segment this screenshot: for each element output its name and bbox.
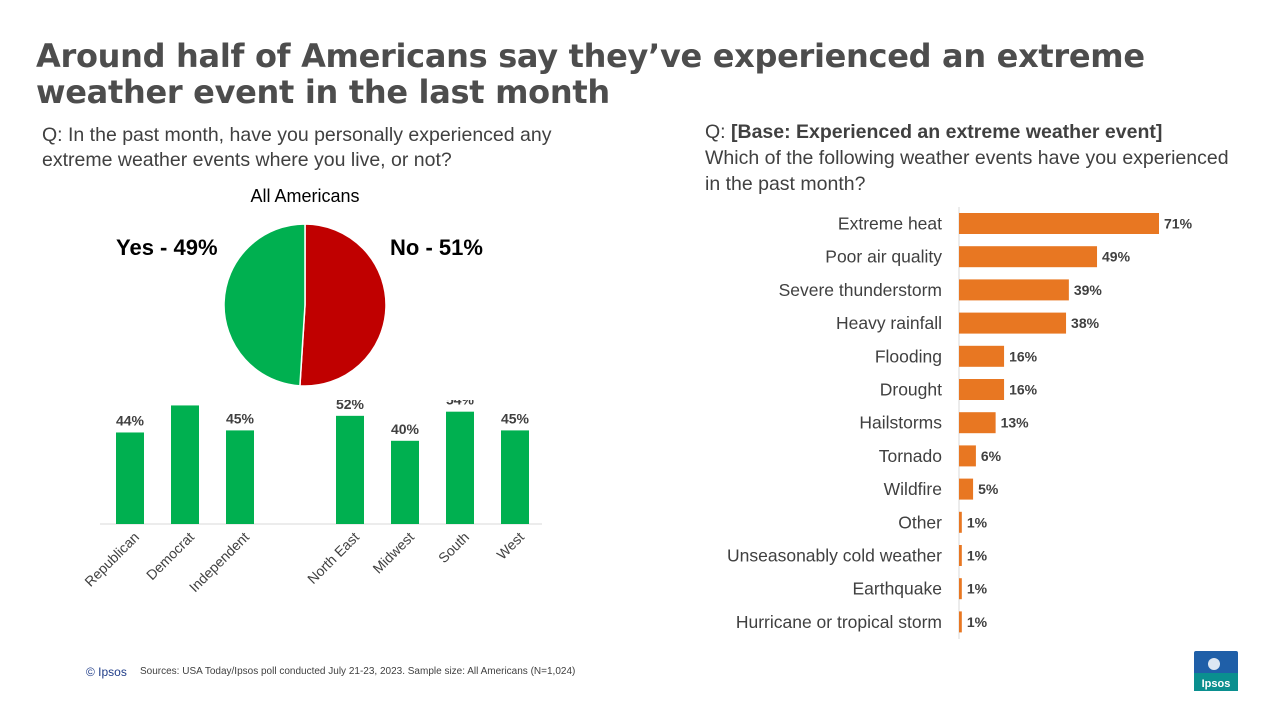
logo-text: Ipsos [1202,678,1231,690]
ipsos-logo: Ipsos [1194,651,1238,691]
segment-value-label: 45% [226,410,255,426]
segment-category-label: West [493,529,527,563]
right-question: Q: [Base: Experienced an extreme weather… [705,119,1245,197]
segment-bar-north-east [336,415,364,524]
event-value-label: 1% [967,514,988,530]
event-category-label: Hurricane or tropical storm [736,612,942,632]
sources-note: Sources: USA Today/Ipsos poll conducted … [140,666,576,677]
event-category-label: Unseasonably cold weather [727,546,942,566]
event-category-label: Tornado [879,446,942,466]
segment-value-label: 40% [391,421,420,437]
pie-label-no: No - 51% [390,235,483,260]
segment-bar-midwest [391,440,419,524]
event-value-label: 13% [1001,415,1030,431]
segment-value-label: 44% [116,412,145,428]
segment-value-label: 45% [501,410,530,426]
event-category-label: Severe thunderstorm [779,280,942,300]
left-question: Q: In the past month, have you personall… [42,124,552,171]
segment-value-label: 54% [446,400,475,408]
event-bar-poor-air-quality [959,246,1098,268]
segment-category-label: Independent [186,529,252,595]
event-value-label: 39% [1074,282,1103,298]
event-value-label: 71% [1164,216,1193,232]
pie-slice-yes [223,223,306,387]
pie-label-yes: Yes - 49% [116,235,218,260]
segment-bar-chart: 44% Republican 57% Democrat 45% Independent 52… [81,400,542,595]
slide-title: Around half of Americans say they’ve exp… [36,37,1145,111]
event-value-label: 16% [1009,348,1038,364]
event-bar-earthquake [959,578,962,600]
segment-value-label: 57% [171,400,200,401]
event-bar-wildfire [959,478,974,500]
segment-category-label: Republican [81,529,142,590]
segment-bar-south [446,411,474,524]
event-category-label: Extreme heat [838,214,942,234]
event-bar-flooding [959,345,1005,367]
event-category-label: Flooding [875,346,942,366]
segment-category-label: Midwest [369,529,417,577]
event-category-label: Drought [880,380,942,400]
event-bar-hailstorms [959,412,996,434]
segment-category-label: North East [304,529,362,587]
event-bar-other [959,511,962,533]
segment-bar-west [501,430,529,524]
pie-slice-no [299,223,387,387]
event-category-label: Poor air quality [825,247,942,267]
event-value-label: 1% [967,548,988,564]
event-bar-extreme-heat [959,213,1159,234]
right-question-base: [Base: Experienced an extreme weather ev… [731,121,1163,143]
event-category-label: Wildfire [884,479,942,499]
event-bar-drought [959,379,1005,400]
event-value-label: 49% [1102,249,1131,265]
event-value-label: 38% [1071,315,1100,331]
event-value-label: 16% [1009,382,1038,398]
segment-bar-independent [226,430,254,524]
segment-bar-democrat [171,405,199,524]
event-bar-heavy-rainfall [959,312,1067,334]
yes-no-pie-chart [223,223,387,387]
segment-bar-republican [116,432,144,524]
event-bar-tornado [959,445,976,467]
logo-band [1194,673,1238,691]
event-value-label: 5% [978,481,999,497]
right-question-text: Which of the following weather events ha… [705,147,1229,195]
segment-category-label: Democrat [143,529,197,583]
logo-mark [1208,658,1220,670]
event-category-label: Earthquake [852,579,942,599]
event-value-label: 6% [981,448,1002,464]
event-category-label: Other [898,512,942,532]
event-category-label: Heavy rainfall [836,313,942,333]
weather-events-bar-chart: Extreme heat 71% Poor air quality 49% Severe… [727,207,1193,639]
event-value-label: 1% [967,614,988,630]
event-category-label: Hailstorms [859,413,942,433]
segment-value-label: 52% [336,400,365,412]
event-bar-hurricane-or-tropical-storm [959,611,962,633]
event-bar-severe-thunderstorm [959,279,1069,301]
right-question-prefix: Q: [705,121,732,143]
pie-caption: All Americans [250,186,360,206]
copyright: © Ipsos [86,665,127,679]
segment-category-label: South [435,529,472,566]
event-value-label: 1% [967,581,988,597]
event-bar-unseasonably-cold-weather [959,545,962,566]
